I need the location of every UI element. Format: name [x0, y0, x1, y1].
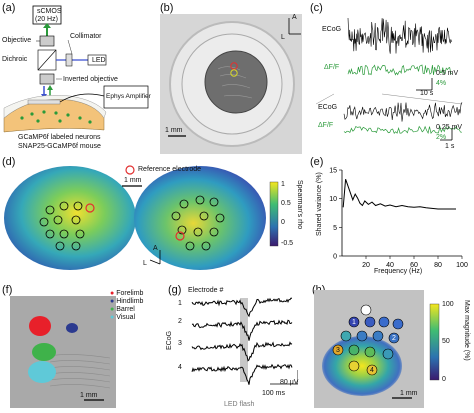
- g-trace-2: 2: [178, 318, 182, 325]
- ecog-label-2: ECoG: [318, 104, 337, 111]
- g-scale-t: 100 ms: [262, 390, 285, 397]
- cbar-tick-4: -0.5: [281, 240, 293, 247]
- dichroic-label: Dichroic: [2, 56, 27, 63]
- scale1-pct: 4%: [436, 80, 446, 87]
- g-header: Electrode #: [188, 287, 223, 294]
- scale-label-f: 1 mm: [80, 392, 98, 399]
- scale-label-h: 1 mm: [400, 390, 418, 397]
- scale1-mv: 0.5 mV: [436, 70, 458, 77]
- inverted-objective-shape: [40, 74, 54, 84]
- e-xlabel: Frequency (Hz): [374, 268, 422, 275]
- correlation-map-2: [134, 166, 266, 270]
- scale-label-d: 1 mm: [124, 177, 142, 184]
- objective-label: Objective: [2, 37, 31, 44]
- g-ylabel: ECoG: [166, 331, 173, 350]
- h-electrode-3: 3: [336, 347, 340, 354]
- scale-label-b: 1 mm: [165, 127, 183, 134]
- panel-f-label: (f): [2, 284, 12, 296]
- legend-visual-label: Visual: [116, 314, 135, 321]
- scale2-pct: 2%: [436, 134, 446, 141]
- e-ytick-label: 10: [329, 196, 337, 203]
- ecog-label-1: ECoG: [322, 26, 341, 33]
- g-scale-v: 80 μV: [280, 379, 298, 386]
- h-electrode-1: 1: [352, 319, 356, 326]
- dff-label-2: ΔF/F: [318, 122, 333, 129]
- collimator-lens: [66, 54, 72, 66]
- cbar-label-d: Spearman's rho: [296, 180, 303, 229]
- legend-forelimb: ● Forelimb: [110, 290, 143, 298]
- axis-l-d: L: [143, 260, 147, 267]
- functional-map: [10, 296, 116, 408]
- cbar-tick-1: 1: [281, 181, 285, 188]
- legend-visual: ● Visual: [110, 314, 143, 322]
- objective-shape: [40, 36, 54, 46]
- colorbar-h: [428, 302, 442, 382]
- visual-area: [28, 361, 56, 383]
- h-cbar-0: 0: [442, 376, 446, 383]
- setup-diagram: [0, 0, 150, 150]
- h-electrode-4: 4: [370, 367, 374, 374]
- e-ylabel: Shared variance (%): [316, 172, 323, 236]
- g-trace-4: 4: [178, 364, 182, 371]
- camera-label-line2: (20 Hz): [35, 16, 58, 23]
- caption-mouse: SNAP25-GCaMP6f mouse: [18, 143, 101, 150]
- legend-barrel: ● Barrel: [110, 306, 143, 314]
- panel-b-label: (b): [160, 2, 173, 14]
- axis-l-b: L: [281, 34, 285, 41]
- scale2-time: 1 s: [445, 143, 454, 150]
- response-heatmap: [322, 336, 402, 396]
- e-series-line: [343, 179, 456, 209]
- ecog-trace-zoom: [344, 102, 462, 121]
- axis-a-d: A: [153, 245, 158, 252]
- legend-hindlimb-label: Hindlimb: [116, 298, 143, 305]
- cbar-tick-3: 0: [281, 219, 285, 226]
- ecog-trace-long: [348, 18, 452, 54]
- legend-ref-marker: [126, 166, 134, 174]
- forelimb-area: [29, 316, 51, 336]
- e-ytick-label: 5: [333, 225, 337, 232]
- legend-ref-text: Reference electrode: [138, 166, 201, 173]
- e-xtick-label: 20: [362, 262, 370, 269]
- axis-a-b: A: [292, 14, 297, 21]
- led-label: LED: [92, 57, 106, 64]
- h-electrode-2: 2: [392, 335, 396, 342]
- camera-label-line1: sCMOS: [37, 8, 62, 15]
- h-cbar-label: Max magnitude (%): [463, 300, 470, 361]
- panel-f-photo: [10, 296, 116, 408]
- f-legend: ● Forelimb ● Hindlimb ● Barrel ● Visual: [110, 290, 143, 322]
- scale2-mv: 0.25 mV: [436, 124, 462, 131]
- caption-neurons: GCaMP6f labeled neurons: [18, 134, 101, 141]
- cbar-tick-2: 0.5: [281, 200, 291, 207]
- e-xtick-label: 100: [456, 262, 468, 269]
- collimator-label: Collimator: [70, 33, 102, 40]
- amplifier-label: Ephys Amplifier: [106, 94, 151, 101]
- correlation-map-1: [4, 166, 136, 270]
- g-trace-1: 1: [178, 300, 182, 307]
- g-flash-label: LED flash: [224, 401, 254, 408]
- scale1-time: 10 s: [420, 90, 433, 97]
- panel-d-maps: [0, 160, 300, 272]
- h-cbar-100: 100: [442, 301, 454, 308]
- barrel-area: [32, 343, 56, 361]
- legend-hindlimb: ● Hindlimb: [110, 298, 143, 306]
- inverted-objective-label: Inverted objective: [63, 76, 118, 83]
- e-xtick-label: 80: [434, 262, 442, 269]
- legend-barrel-label: Barrel: [116, 306, 135, 313]
- e-ytick-label: 15: [329, 168, 337, 175]
- hindlimb-area: [66, 323, 78, 333]
- colorbar-d: [270, 182, 278, 246]
- legend-forelimb-label: Forelimb: [116, 290, 143, 297]
- dff-label-1: ΔF/F: [324, 64, 339, 71]
- h-cbar-50: 50: [442, 338, 450, 345]
- g-trace-3: 3: [178, 340, 182, 347]
- brain-window: [205, 51, 267, 113]
- panel-a-setup-schematic: [0, 0, 150, 150]
- e-ytick-label: 0: [333, 254, 337, 261]
